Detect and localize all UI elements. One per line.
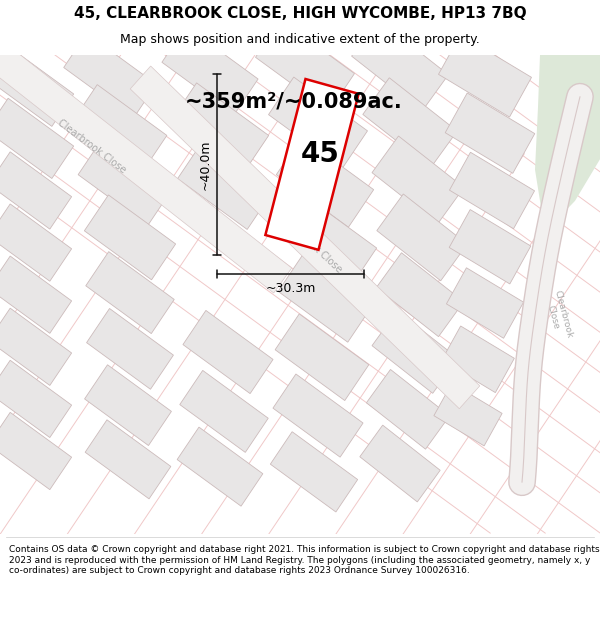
Polygon shape [64,33,156,118]
Polygon shape [367,369,449,449]
Polygon shape [271,432,358,512]
Polygon shape [372,311,458,393]
Polygon shape [73,84,167,171]
Polygon shape [434,383,502,446]
Polygon shape [256,20,355,111]
Text: Map shows position and indicative extent of the property.: Map shows position and indicative extent… [120,33,480,46]
Text: 45, CLEARBROOK CLOSE, HIGH WYCOMBE, HP13 7BQ: 45, CLEARBROOK CLOSE, HIGH WYCOMBE, HP13… [74,6,526,21]
Polygon shape [130,66,480,409]
Polygon shape [162,26,258,115]
Polygon shape [0,152,71,229]
Polygon shape [376,253,464,337]
Polygon shape [0,204,71,281]
Polygon shape [535,55,600,232]
Polygon shape [449,152,535,229]
Text: Clearbrook Close: Clearbrook Close [56,118,128,176]
Polygon shape [377,194,467,281]
Polygon shape [178,141,272,229]
Polygon shape [85,420,171,499]
Polygon shape [360,425,440,502]
Polygon shape [278,256,372,342]
Text: 45: 45 [301,140,340,168]
Polygon shape [85,195,176,280]
Text: ~359m²/~0.089ac.: ~359m²/~0.089ac. [185,92,403,112]
Polygon shape [352,19,448,111]
Polygon shape [363,78,457,168]
Polygon shape [280,196,377,286]
Polygon shape [85,365,172,446]
Polygon shape [445,93,535,173]
Polygon shape [273,374,363,457]
Polygon shape [439,34,532,117]
Text: Clearbrook
Close: Clearbrook Close [542,289,574,342]
Polygon shape [269,77,367,168]
Polygon shape [0,46,74,126]
Polygon shape [372,136,464,224]
Text: Contains OS data © Crown copyright and database right 2021. This information is : Contains OS data © Crown copyright and d… [9,545,599,575]
Polygon shape [177,427,263,506]
Polygon shape [0,98,74,179]
Polygon shape [449,209,531,284]
Polygon shape [86,309,173,389]
Polygon shape [446,268,524,338]
Polygon shape [0,412,71,489]
Text: ~40.0m: ~40.0m [199,139,212,189]
Polygon shape [0,360,71,438]
Polygon shape [0,4,292,293]
Polygon shape [180,371,268,452]
Polygon shape [78,139,172,226]
Polygon shape [183,311,273,394]
Polygon shape [275,314,369,401]
Polygon shape [86,252,174,334]
Polygon shape [277,137,374,228]
Polygon shape [0,308,71,386]
Polygon shape [172,83,269,173]
Polygon shape [442,326,514,392]
Polygon shape [0,256,71,333]
Text: ~30.3m: ~30.3m [265,282,316,295]
Text: Clearbrook Close: Clearbrook Close [277,211,344,274]
Polygon shape [265,79,359,250]
